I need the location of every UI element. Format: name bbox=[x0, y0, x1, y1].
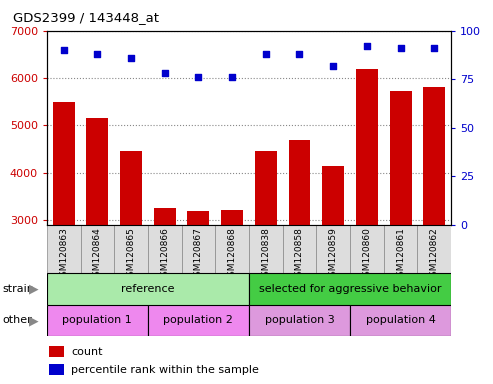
Text: count: count bbox=[71, 346, 103, 356]
Text: GSM120867: GSM120867 bbox=[194, 227, 203, 282]
Text: other: other bbox=[2, 315, 32, 326]
Text: GSM120861: GSM120861 bbox=[396, 227, 405, 282]
Bar bbox=[389, 91, 412, 362]
Bar bbox=[350, 225, 384, 273]
Text: GSM120868: GSM120868 bbox=[228, 227, 237, 282]
Bar bbox=[148, 305, 249, 336]
Text: GSM120864: GSM120864 bbox=[93, 227, 102, 282]
Bar bbox=[80, 225, 114, 273]
Bar bbox=[49, 346, 64, 357]
Text: selected for aggressive behavior: selected for aggressive behavior bbox=[259, 283, 441, 294]
Text: ▶: ▶ bbox=[29, 314, 38, 327]
Bar bbox=[114, 225, 148, 273]
Text: GSM120860: GSM120860 bbox=[362, 227, 371, 282]
Point bbox=[262, 51, 270, 57]
Point bbox=[161, 70, 169, 76]
Text: GSM120863: GSM120863 bbox=[59, 227, 68, 282]
Point bbox=[396, 45, 404, 51]
Point bbox=[94, 51, 102, 57]
Bar bbox=[249, 225, 282, 273]
Text: population 4: population 4 bbox=[366, 315, 435, 326]
Text: GSM120866: GSM120866 bbox=[160, 227, 169, 282]
Bar bbox=[249, 305, 350, 336]
Bar bbox=[53, 102, 74, 362]
Text: reference: reference bbox=[121, 283, 175, 294]
Text: GSM120862: GSM120862 bbox=[430, 227, 439, 282]
Text: population 1: population 1 bbox=[63, 315, 132, 326]
Bar bbox=[356, 69, 378, 362]
Bar bbox=[215, 225, 249, 273]
Bar bbox=[255, 151, 277, 362]
Text: ▶: ▶ bbox=[29, 282, 38, 295]
Text: GSM120859: GSM120859 bbox=[329, 227, 338, 282]
Bar bbox=[350, 305, 451, 336]
Text: population 3: population 3 bbox=[265, 315, 334, 326]
Bar bbox=[47, 305, 148, 336]
Point bbox=[296, 51, 304, 57]
Bar bbox=[181, 225, 215, 273]
Point bbox=[228, 74, 236, 80]
Point bbox=[329, 63, 337, 69]
Point bbox=[60, 47, 68, 53]
Bar bbox=[423, 88, 445, 362]
Bar bbox=[154, 208, 176, 362]
Point bbox=[430, 45, 438, 51]
Bar bbox=[120, 151, 142, 362]
Text: GDS2399 / 143448_at: GDS2399 / 143448_at bbox=[13, 12, 159, 25]
Text: strain: strain bbox=[2, 283, 35, 294]
Bar bbox=[47, 273, 249, 305]
Text: percentile rank within the sample: percentile rank within the sample bbox=[71, 365, 259, 375]
Bar bbox=[86, 118, 108, 362]
Bar bbox=[282, 225, 317, 273]
Bar bbox=[384, 225, 418, 273]
Point bbox=[363, 43, 371, 49]
Point bbox=[194, 74, 203, 80]
Bar bbox=[47, 225, 80, 273]
Text: GSM120838: GSM120838 bbox=[261, 227, 270, 282]
Bar bbox=[288, 139, 311, 362]
Text: GSM120865: GSM120865 bbox=[127, 227, 136, 282]
Bar bbox=[187, 212, 210, 362]
Text: population 2: population 2 bbox=[164, 315, 233, 326]
Bar bbox=[221, 210, 243, 362]
Bar bbox=[148, 225, 181, 273]
Text: GSM120858: GSM120858 bbox=[295, 227, 304, 282]
Bar bbox=[418, 225, 451, 273]
Bar bbox=[322, 166, 344, 362]
Point bbox=[127, 55, 135, 61]
Bar bbox=[49, 364, 64, 375]
Bar bbox=[249, 273, 451, 305]
Bar bbox=[317, 225, 350, 273]
